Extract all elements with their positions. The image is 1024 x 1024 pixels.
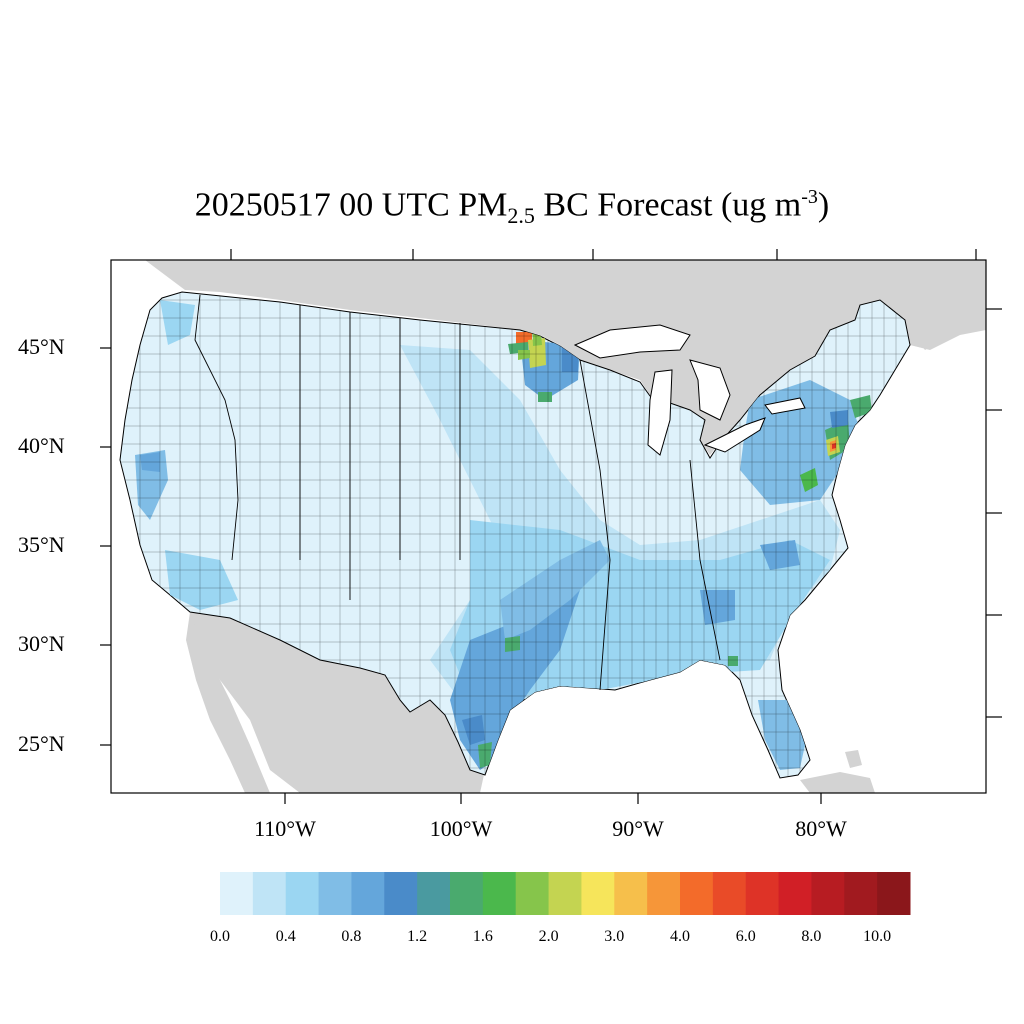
state-boundaries bbox=[194, 294, 721, 691]
colorbar-swatch bbox=[614, 872, 648, 915]
colorbar-label: 0.4 bbox=[275, 928, 296, 945]
state-boundary-plains bbox=[399, 318, 461, 560]
mexico-land bbox=[190, 612, 485, 793]
colorbar-swatch bbox=[515, 872, 550, 915]
hotspot-florida-panhandle bbox=[728, 656, 738, 666]
lon-label-80w: 80°W bbox=[795, 816, 847, 841]
title-species-suffix: BC Forecast (ug m bbox=[543, 186, 802, 224]
colorbar-label: 0.8 bbox=[341, 928, 362, 945]
hotspot-minnesota-yellow bbox=[528, 338, 546, 368]
map-area bbox=[111, 260, 986, 793]
region-california-south bbox=[165, 550, 238, 610]
axis-ticks bbox=[100, 249, 1002, 804]
colorbar-label: 6.0 bbox=[735, 928, 756, 945]
title-units-superscript: -3 bbox=[801, 186, 818, 208]
colorbar-swatch bbox=[285, 872, 320, 915]
colorbar-swatch bbox=[680, 872, 714, 915]
colorbar-swatch bbox=[252, 872, 287, 915]
nova-scotia-land bbox=[910, 290, 986, 350]
great-lakes bbox=[573, 324, 806, 456]
region-florida bbox=[758, 700, 805, 770]
colorbar-swatch bbox=[351, 872, 385, 915]
lake-michigan bbox=[647, 369, 673, 456]
canada-land bbox=[145, 260, 986, 455]
lat-label-40n: 40°N bbox=[18, 433, 65, 458]
bahamas-island bbox=[845, 750, 862, 768]
region-washington bbox=[160, 300, 195, 345]
colorbar-swatch bbox=[778, 872, 812, 915]
colorbar-swatch bbox=[482, 872, 517, 915]
colorbar-swatch bbox=[417, 872, 451, 915]
title-date: 20250517 bbox=[194, 186, 331, 224]
region-georgia bbox=[760, 540, 800, 570]
colorbar-swatch bbox=[450, 872, 484, 915]
colorbar-swatch bbox=[318, 872, 352, 915]
title-units-close: ) bbox=[817, 186, 830, 224]
county-grid-vertical bbox=[139, 292, 897, 778]
colorbar-swatch bbox=[877, 872, 911, 915]
state-boundary-ohio-valley bbox=[689, 459, 721, 661]
lat-label-30n: 30°N bbox=[18, 631, 65, 656]
colorbar-label: 8.0 bbox=[801, 928, 822, 945]
lat-label-35n: 35°N bbox=[18, 532, 65, 557]
colorbar-swatch bbox=[712, 872, 747, 915]
colorbar-swatch bbox=[220, 872, 254, 915]
colorbar-label: 1.2 bbox=[407, 928, 428, 945]
colorbar-label: 0.0 bbox=[210, 928, 230, 945]
map-title: 20250517 00 UTC PM2.5 BC Forecast (ug m-… bbox=[0, 186, 1024, 229]
hotspot-connecticut bbox=[830, 410, 848, 428]
colorbar-swatch bbox=[745, 872, 780, 915]
state-boundary-northwest bbox=[194, 294, 239, 561]
colorbar-label: 4.0 bbox=[670, 928, 690, 945]
hotspot-minnesota-lake bbox=[538, 392, 552, 402]
colorbar-label: 2.0 bbox=[538, 928, 559, 945]
colorbar-label: 10.0 bbox=[863, 928, 892, 945]
baja-peninsula bbox=[186, 612, 270, 793]
title-time: 00 UTC bbox=[339, 186, 450, 224]
lake-erie bbox=[703, 417, 766, 453]
colorbar-swatch bbox=[581, 872, 615, 915]
colorbar-swatch bbox=[844, 872, 878, 915]
lon-label-100w: 100°W bbox=[429, 816, 493, 841]
concentration-regions bbox=[135, 300, 872, 770]
state-boundary-mountain bbox=[299, 305, 351, 600]
colorbar-swatch bbox=[811, 872, 845, 915]
lat-label-25n: 25°N bbox=[18, 731, 65, 756]
title-species: PM bbox=[458, 186, 508, 224]
colorbar-label: 3.0 bbox=[604, 928, 625, 945]
map-frame bbox=[110, 259, 987, 794]
lake-huron bbox=[689, 359, 731, 421]
hotspot-boston bbox=[850, 395, 872, 418]
lon-label-90w: 90°W bbox=[612, 816, 664, 841]
cuba-island bbox=[800, 772, 875, 793]
lon-label-110w: 110°W bbox=[254, 816, 316, 841]
lat-label-45n: 45°N bbox=[18, 334, 65, 359]
hotspot-texas-gulf-coast bbox=[505, 636, 520, 652]
hotspot-nj-hub bbox=[832, 443, 836, 449]
colorbar bbox=[220, 872, 911, 915]
region-red-river-band bbox=[500, 540, 610, 640]
hotspot-rio-grande bbox=[462, 715, 485, 745]
colorbar-swatch bbox=[384, 872, 418, 915]
state-boundary-mississippi bbox=[579, 359, 611, 691]
colorbar-swatch bbox=[548, 872, 582, 915]
lake-ontario bbox=[764, 397, 806, 415]
colorbar-swatch bbox=[647, 872, 681, 915]
region-arkansas bbox=[700, 590, 735, 625]
colorbar-label: 1.6 bbox=[472, 928, 493, 945]
title-species-subscript: 2.5 bbox=[507, 203, 535, 229]
lake-superior bbox=[573, 324, 691, 359]
